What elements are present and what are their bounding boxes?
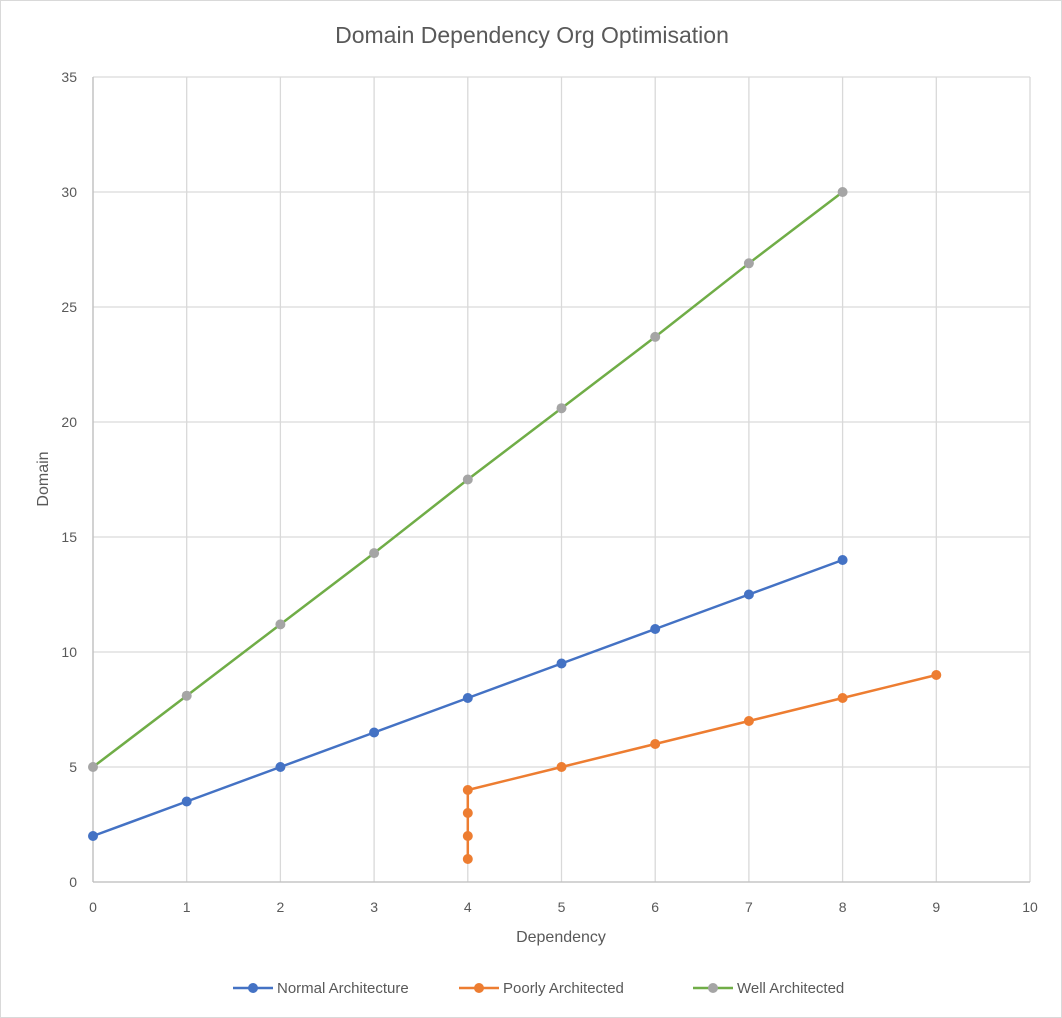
series-0 [88,555,848,841]
legend-marker [474,983,484,993]
data-point [462,808,473,818]
y-axis-title: Domain [35,451,52,506]
y-tick-label: 10 [61,644,77,660]
data-point [462,831,473,841]
legend-item: Normal Architecture [233,980,409,997]
y-tick-label: 5 [69,759,77,775]
y-tick-label: 35 [61,69,77,85]
x-tick-label: 0 [89,899,97,915]
data-point [275,762,286,772]
legend-label: Normal Architecture [277,980,409,997]
legend-item: Well Architected [693,980,844,997]
data-point [650,331,661,342]
x-axis-title: Dependency [516,929,606,946]
data-point [369,727,380,738]
data-point [743,258,754,269]
y-tick-label: 20 [61,414,77,430]
data-point [556,403,567,414]
data-point [650,739,661,749]
data-point [181,690,192,701]
data-point [275,619,286,630]
x-tick-label: 2 [277,899,285,915]
legend: Normal Architecture Poorly Architected Wel… [233,980,844,997]
data-point [462,854,473,864]
data-point [88,831,98,841]
data-point [837,187,848,197]
x-tick-label: 8 [839,899,847,915]
data-point [556,658,567,669]
x-tick-label: 5 [558,899,566,915]
legend-item: Poorly Architected [459,980,624,997]
data-point [556,762,567,772]
y-tick-label: 25 [61,299,77,315]
axes: 0 1 2 3 4 5 6 7 8 9 10 0 5 10 15 20 25 30 35 [61,69,1038,915]
series-1 [462,670,942,864]
data-point [181,796,192,807]
x-tick-label: 6 [651,899,659,915]
data-point [743,589,754,600]
y-tick-label: 15 [61,529,77,545]
legend-label: Poorly Architected [503,980,624,997]
x-tick-label: 4 [464,899,472,915]
series-2 [88,187,848,772]
data-point [931,670,942,680]
data-point [837,693,848,703]
x-tick-label: 1 [183,899,191,915]
data-point [88,762,98,772]
legend-label: Well Architected [737,980,844,997]
legend-marker [708,983,718,993]
data-point [462,474,473,485]
data-point [837,555,848,565]
chart-title: Domain Dependency Org Optimisation [335,22,729,48]
data-point [462,785,473,795]
x-tick-label: 10 [1022,899,1038,915]
plot-area [88,187,942,864]
data-point [369,548,380,559]
gridlines [92,76,1031,883]
y-tick-label: 0 [69,874,77,890]
x-tick-label: 9 [932,899,940,915]
x-tick-label: 7 [745,899,753,915]
x-tick-label: 3 [370,899,378,915]
data-point [650,624,661,634]
legend-marker [248,983,258,993]
data-point [743,716,754,726]
data-point [462,693,473,703]
y-tick-label: 30 [61,184,77,200]
